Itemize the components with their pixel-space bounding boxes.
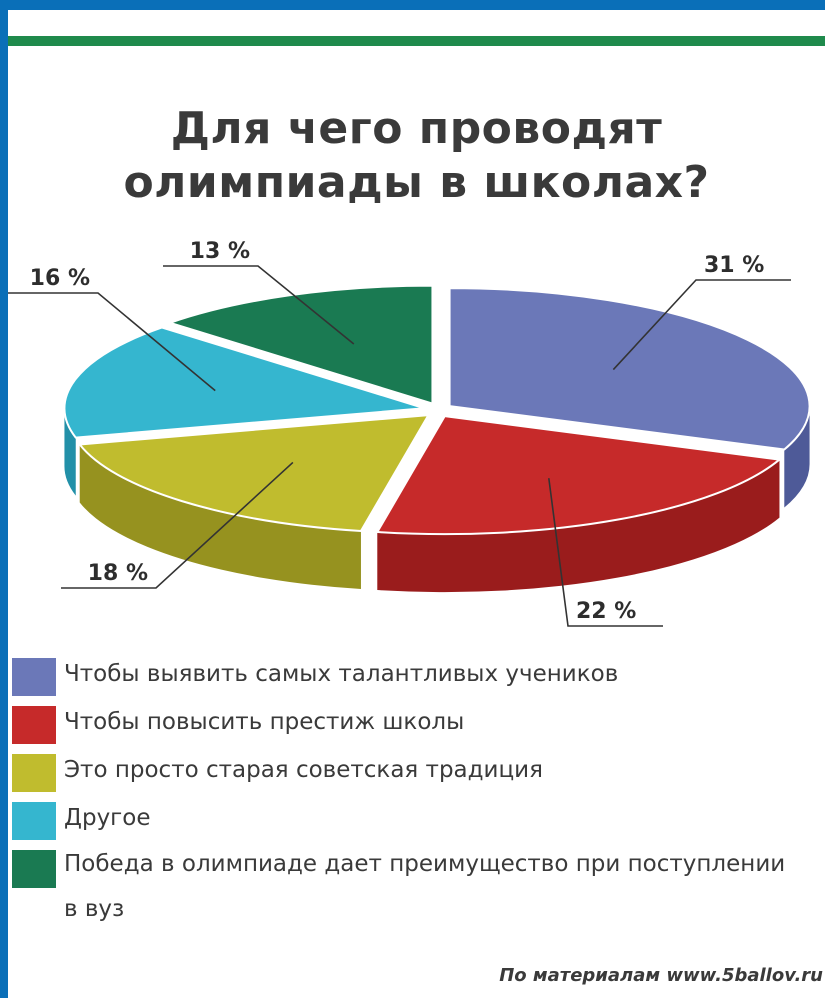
legend: Чтобы выявить самых талантливых учеников… [8,650,825,932]
legend-item: Победа в олимпиаде дает преимущество при… [8,842,825,932]
chart-card: Для чего проводят олимпиады в школах? 31… [8,10,825,998]
legend-swatch [12,658,56,696]
data-label: 16 % [30,266,90,291]
pie-slice [448,287,811,451]
pie-slice [77,413,431,533]
legend-swatch [12,802,56,840]
legend-swatch [12,754,56,792]
leader-line [163,265,355,345]
legend-item: Чтобы повысить престиж школы [8,698,825,746]
chart-title-line-1: Для чего проводят [170,103,663,154]
source-note: По материалам www.5ballov.ru [499,965,823,986]
data-label: 18 % [88,561,148,586]
legend-swatch [12,850,56,888]
top-rule [8,36,825,46]
pie-slice-side [79,444,361,590]
legend-label: Чтобы повысить престиж школы [64,709,465,735]
leader-line [8,292,216,392]
pie-slice-side [784,406,810,508]
pie-slice [375,415,782,536]
legend-label: Это просто старая советская традиция [64,757,543,783]
leader-line [61,461,294,589]
pie-slice [63,326,425,439]
pie-slice [166,284,434,405]
legend-item: Это просто старая советская традиция [8,746,825,794]
legend-item: Другое [8,794,825,842]
pie-slice-side [64,408,76,496]
pie-chart: 31 % 22 % 18 % 16 % 13 % [8,239,811,627]
chart-title-line-2: олимпиады в школах? [123,157,710,208]
legend-label: Другое [64,805,151,831]
data-label: 31 % [704,253,764,278]
legend-swatch [12,706,56,744]
legend-label: Чтобы выявить самых талантливых учеников [64,661,619,687]
legend-label: Победа в олимпиаде дает преимущество при… [64,851,786,922]
data-label: 13 % [190,239,250,264]
data-label: 22 % [576,599,636,624]
leader-line [612,279,791,371]
leader-line [548,478,663,627]
legend-item: Чтобы выявить самых талантливых учеников [8,650,825,698]
chart-title: Для чего проводят олимпиады в школах? [8,102,825,210]
